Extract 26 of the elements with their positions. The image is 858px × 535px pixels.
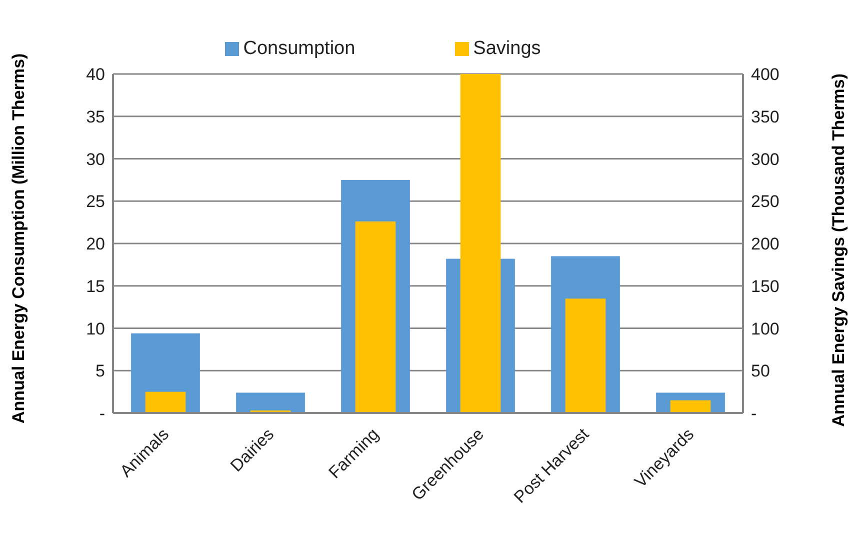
legend-label: Savings <box>473 38 541 59</box>
y2-tick-label: 250 <box>751 192 780 212</box>
y-tick-label: - <box>99 404 105 424</box>
y2-tick-label: 200 <box>751 234 780 254</box>
y-tick-label: 15 <box>86 276 105 296</box>
y-tick-label: 30 <box>86 150 105 169</box>
bar <box>236 392 305 413</box>
y2-tick-label: 100 <box>751 319 780 338</box>
y-tick-label: 35 <box>86 107 105 126</box>
y2-tick-label: 400 <box>751 65 780 84</box>
y2-tick-label: 150 <box>751 276 780 296</box>
bar <box>145 392 186 413</box>
y2-tick-label: - <box>751 404 757 424</box>
y-tick-label: 5 <box>96 362 105 381</box>
y2-axis-title: Annual Energy Savings (Thousand Therms) <box>829 74 848 427</box>
bar <box>670 400 711 413</box>
y2-tick-label: 350 <box>751 107 780 126</box>
y2-tick-label: 50 <box>751 362 770 381</box>
legend-label: Consumption <box>243 38 356 59</box>
bar <box>565 298 606 413</box>
y2-tick-label: 300 <box>751 150 780 169</box>
y-tick-label: 40 <box>86 65 105 84</box>
y-tick-label: 25 <box>86 192 105 212</box>
y-axis-title: Annual Energy Consumption (Million Therms) <box>9 53 28 424</box>
y-tick-label: 10 <box>86 319 105 338</box>
y-tick-label: 20 <box>86 234 105 254</box>
